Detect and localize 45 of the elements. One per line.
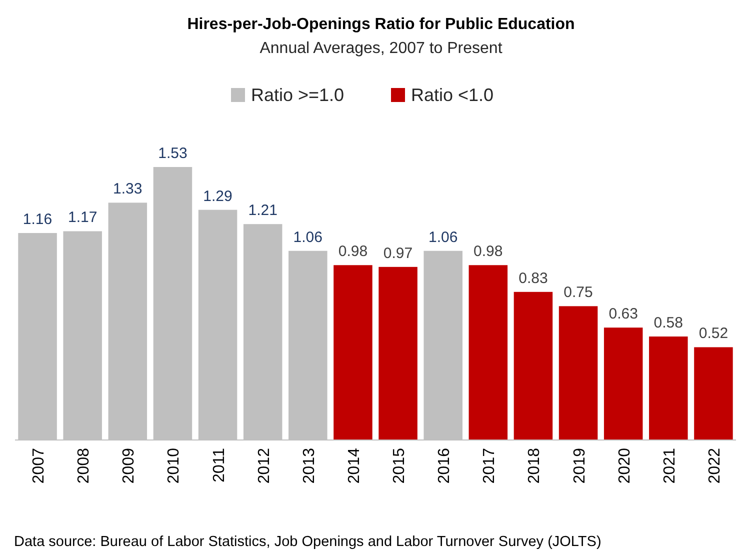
data-label: 0.63 <box>608 306 638 323</box>
data-label: 1.06 <box>293 228 323 246</box>
x-tick-label: 2008 <box>76 448 93 484</box>
data-label: 0.75 <box>564 284 593 302</box>
x-tick-label: 2017 <box>481 448 498 484</box>
data-label: 1.17 <box>68 209 98 226</box>
x-tick-label: 2022 <box>706 448 724 484</box>
x-tick-label: 2020 <box>616 448 634 484</box>
data-label: 0.52 <box>698 325 728 342</box>
bar <box>334 265 372 440</box>
x-tick-label: 2011 <box>210 448 228 482</box>
bar <box>604 328 643 440</box>
bar <box>558 306 598 440</box>
x-tick-label: 2021 <box>661 448 678 484</box>
x-tick-label: 2009 <box>120 448 138 484</box>
legend-label: Ratio >=1.0 <box>251 85 344 105</box>
data-label: 1.06 <box>428 228 458 246</box>
legend-label: Ratio <1.0 <box>411 85 494 105</box>
bar <box>514 292 553 440</box>
x-tick-label: 2012 <box>256 448 273 484</box>
data-label: 0.98 <box>474 243 503 260</box>
data-label: 0.83 <box>518 270 548 287</box>
data-label: 0.58 <box>654 314 684 332</box>
data-label: 1.53 <box>158 145 188 162</box>
x-tick-label: 2014 <box>346 448 363 484</box>
bar <box>649 336 688 440</box>
bar <box>468 265 508 440</box>
bar <box>694 347 733 440</box>
x-tick-label: 2019 <box>571 448 588 484</box>
x-tick-label: 2010 <box>166 448 183 484</box>
data-label: 0.98 <box>338 243 368 260</box>
chart-title: Hires-per-Job-Openings Ratio for Public Education <box>187 16 575 33</box>
data-label: 1.21 <box>248 202 278 220</box>
chart-subtitle: Annual Averages, 2007 to Present <box>260 40 503 57</box>
bar <box>378 266 418 440</box>
data-label: 1.29 <box>203 188 232 205</box>
data-label: 1.33 <box>113 180 142 198</box>
source-note: Data source: Bureau of Labor Statistics, Job Openings and Labor Turnover Survey (JOLTS) <box>14 534 602 550</box>
x-tick-label: 2015 <box>391 448 408 484</box>
data-label: 1.16 <box>22 211 52 228</box>
x-tick-label: 2013 <box>300 448 318 484</box>
data-label: 0.97 <box>383 244 413 262</box>
x-tick-label: 2016 <box>436 448 454 484</box>
x-tick-label: 2007 <box>30 448 48 484</box>
x-tick-label: 2018 <box>526 448 544 484</box>
